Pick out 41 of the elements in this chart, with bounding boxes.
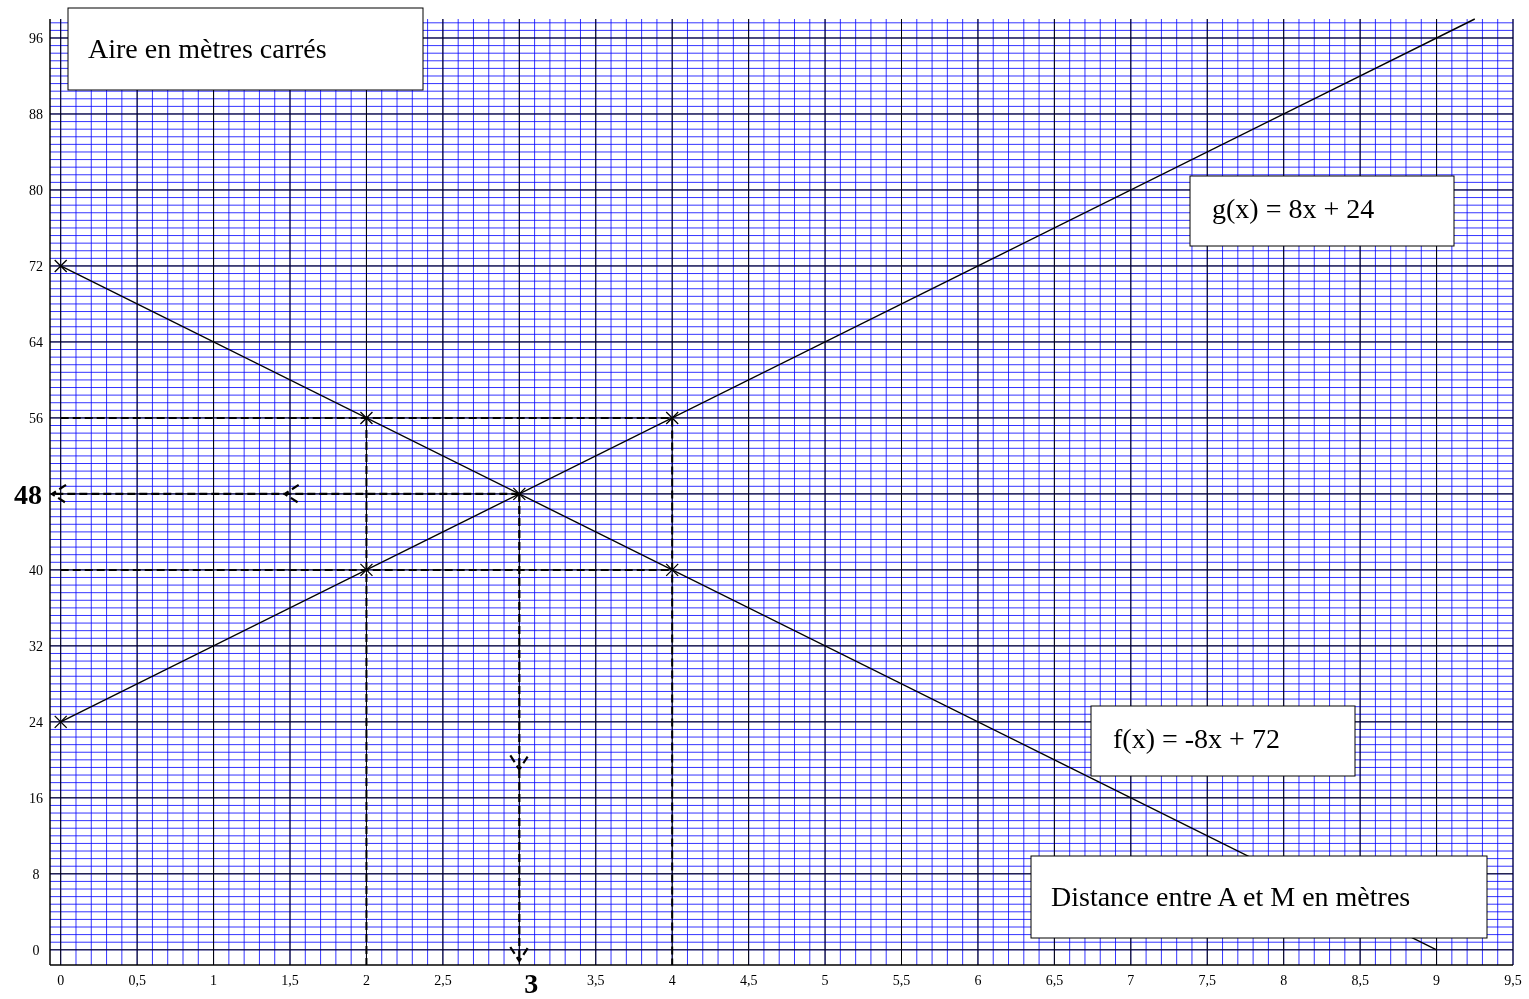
- annotation: 48: [14, 478, 42, 510]
- x-tick-label: 8,5: [1351, 973, 1369, 988]
- series-label: f(x) = -8x + 72: [1113, 723, 1280, 754]
- text-box: f(x) = -8x + 72: [1090, 705, 1356, 777]
- text-box: g(x) = 8x + 24: [1189, 175, 1455, 247]
- annotation: 3: [524, 968, 539, 999]
- x-axis-title: Distance entre A et M en mètres: [1051, 881, 1411, 912]
- x-tick-label: 4,5: [739, 973, 758, 988]
- y-tick-label: 88: [29, 106, 43, 122]
- x-tick-label: 9,5: [1504, 973, 1522, 988]
- y-tick-label: 8: [32, 866, 40, 882]
- x-tick-label: 6: [974, 973, 982, 988]
- y-tick-label: 0: [32, 942, 40, 958]
- x-tick-label: 4: [668, 973, 676, 988]
- y-axis-title: Aire en mètres carrés: [88, 33, 327, 64]
- y-tick-label: 96: [29, 31, 43, 46]
- x-tick-label: 8: [1280, 973, 1288, 988]
- x-tick-label: 5,5: [892, 973, 911, 988]
- x-tick-label: 2,5: [434, 973, 452, 988]
- y-tick-label: 64: [29, 334, 43, 350]
- x-tick-label: 0,5: [128, 973, 146, 988]
- y-tick-label: 72: [29, 258, 43, 274]
- x-tick-label: 2: [362, 973, 370, 988]
- y-tick-label: 32: [29, 638, 43, 654]
- series-label: g(x) = 8x + 24: [1212, 193, 1375, 224]
- y-tick-label: 40: [29, 562, 43, 578]
- x-tick-label: 0: [57, 973, 65, 988]
- text-box: Distance entre A et M en mètres: [1030, 855, 1488, 939]
- x-tick-label: 3,5: [587, 973, 605, 988]
- x-tick-label: 7,5: [1198, 973, 1216, 988]
- y-tick-label: 16: [29, 790, 43, 806]
- x-tick-label: 1: [210, 973, 218, 988]
- y-tick-label: 56: [29, 410, 43, 426]
- x-tick-label: 6,5: [1045, 973, 1064, 988]
- x-tick-label: 9: [1433, 973, 1441, 988]
- x-tick-label: 7: [1127, 973, 1135, 988]
- text-box: Aire en mètres carrés: [67, 7, 424, 91]
- x-tick-label: 1,5: [281, 973, 299, 988]
- y-tick-label: 24: [29, 714, 43, 730]
- x-tick-label: 5: [821, 973, 829, 988]
- y-tick-label: 80: [29, 182, 43, 198]
